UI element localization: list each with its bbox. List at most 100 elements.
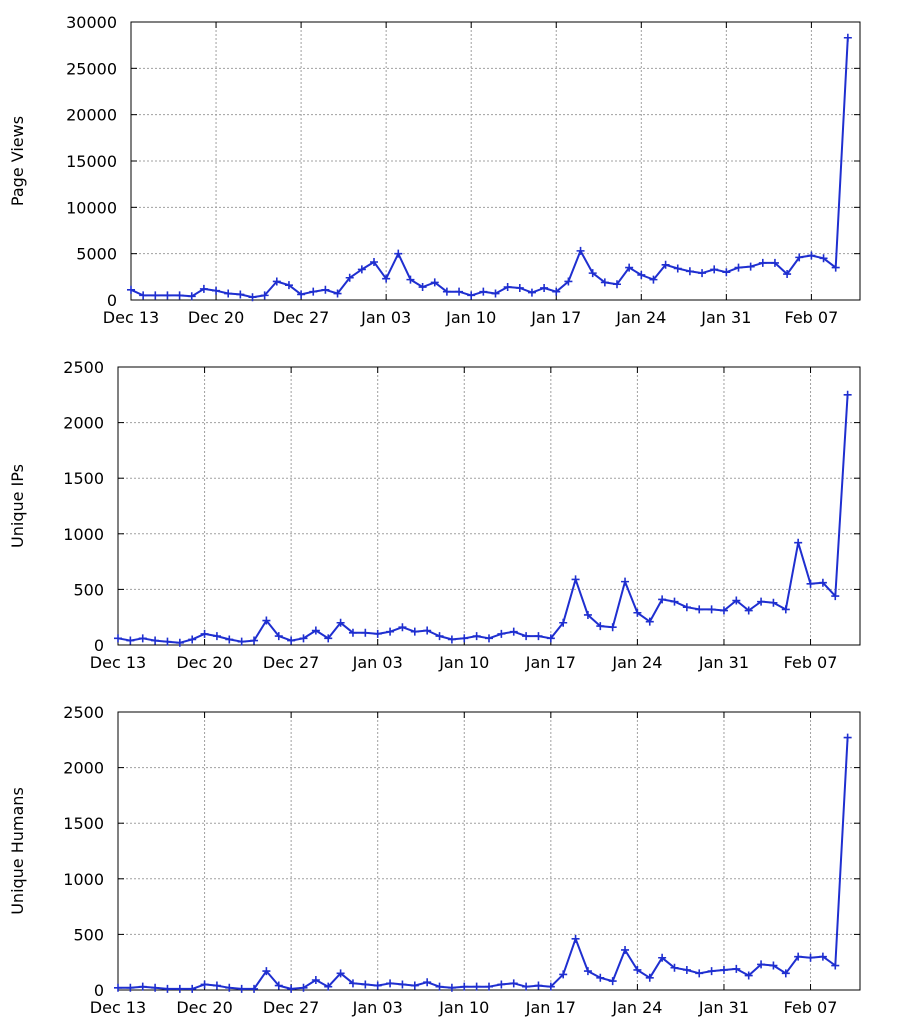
data-point-marker — [806, 953, 815, 962]
data-point-marker — [467, 291, 476, 300]
data-point-marker — [299, 983, 308, 992]
data-point-marker — [406, 275, 415, 284]
data-point-marker — [386, 627, 395, 636]
data-point-marker — [552, 287, 561, 296]
y-axis-title: Page Views — [8, 116, 27, 206]
page-views-series-line — [130, 37, 849, 299]
data-point-marker — [746, 262, 755, 271]
data-point-marker — [698, 269, 707, 278]
data-point-marker — [175, 291, 184, 300]
data-point-marker — [175, 984, 184, 993]
data-point-marker — [460, 634, 469, 643]
y-tick-label: 2500 — [63, 358, 104, 377]
data-point-marker — [522, 982, 531, 991]
data-point-marker — [559, 970, 568, 979]
data-point-marker — [485, 982, 493, 991]
data-point-marker — [583, 967, 592, 976]
data-point-marker — [571, 575, 580, 584]
data-point-marker — [151, 983, 160, 992]
data-point-marker — [361, 628, 370, 637]
data-point-marker — [248, 293, 257, 302]
data-point-marker — [600, 278, 609, 287]
data-point-marker — [719, 965, 728, 974]
x-tick-label: Jan 17 — [525, 998, 576, 1017]
data-point-marker — [321, 285, 330, 294]
data-point-marker — [645, 973, 654, 982]
data-point-marker — [447, 983, 456, 992]
data-point-marker — [236, 290, 245, 299]
data-point-marker — [418, 283, 427, 292]
data-point-marker — [670, 963, 679, 972]
x-tick-label: Jan 24 — [615, 308, 666, 327]
data-point-marker — [336, 969, 345, 978]
data-point-marker — [818, 578, 827, 587]
data-point-marker — [200, 629, 209, 638]
data-point-marker — [373, 629, 382, 638]
x-tick-label: Jan 10 — [438, 998, 489, 1017]
data-point-marker — [139, 291, 148, 300]
data-point-marker — [333, 289, 342, 298]
data-point-marker — [163, 291, 172, 300]
x-tick-label: Feb 07 — [785, 308, 839, 327]
x-tick-label: Jan 17 — [530, 308, 581, 327]
data-point-marker — [491, 289, 500, 298]
data-point-marker — [497, 980, 506, 989]
plot-frame — [117, 711, 861, 991]
data-point-marker — [423, 978, 432, 987]
data-point-marker — [757, 960, 766, 969]
data-point-marker — [546, 982, 555, 991]
y-tick-label: 0 — [94, 981, 104, 1000]
data-point-marker — [410, 981, 419, 990]
data-point-marker — [807, 251, 816, 260]
x-tick-label: Jan 03 — [352, 653, 403, 672]
x-tick-label: Dec 13 — [90, 653, 146, 672]
data-point-marker — [212, 981, 221, 990]
data-point-marker — [250, 636, 259, 645]
data-point-marker — [370, 258, 378, 267]
data-point-marker — [497, 629, 506, 638]
data-point-marker — [625, 263, 634, 272]
data-point-marker — [348, 979, 357, 988]
data-point-marker — [559, 618, 568, 627]
x-tick-label: Jan 31 — [700, 308, 751, 327]
unique-ips-chart: Dec 13 Dec 20 Dec 27 Jan 03 Jan 10 Jan 17 Jan … — [8, 358, 861, 672]
x-tick-label: Jan 03 — [360, 308, 411, 327]
data-point-marker — [472, 632, 481, 641]
data-point-marker — [398, 623, 407, 632]
data-point-marker — [732, 596, 741, 605]
data-point-marker — [138, 982, 147, 991]
data-point-marker — [509, 979, 518, 988]
y-tick-label: 2000 — [63, 759, 104, 778]
data-point-marker — [673, 264, 682, 273]
data-point-marker — [311, 975, 320, 984]
data-point-marker — [540, 283, 549, 292]
data-point-marker — [114, 634, 122, 643]
x-tick-label: Dec 20 — [188, 308, 244, 327]
data-point-marker — [758, 258, 767, 267]
x-tick-label: Dec 13 — [90, 998, 146, 1017]
data-point-marker — [734, 263, 743, 272]
data-point-marker — [126, 983, 135, 992]
x-tick-label: Dec 20 — [176, 653, 232, 672]
data-point-marker — [658, 953, 667, 962]
data-point-marker — [633, 965, 642, 974]
data-point-marker — [324, 634, 333, 643]
data-point-marker — [670, 597, 679, 606]
y-tick-label: 30000 — [66, 13, 117, 32]
data-point-marker — [188, 984, 197, 993]
data-point-marker — [225, 983, 234, 992]
data-point-marker — [831, 263, 840, 272]
y-tick-label: 500 — [73, 925, 104, 944]
data-point-marker — [534, 632, 543, 641]
data-point-marker — [345, 273, 354, 282]
data-point-marker — [795, 253, 804, 262]
data-point-marker — [509, 627, 518, 636]
data-point-marker — [237, 637, 246, 646]
data-point-marker — [583, 610, 592, 619]
y-tick-label: 1000 — [63, 525, 104, 544]
y-tick-label: 25000 — [66, 59, 117, 78]
data-point-marker — [682, 965, 691, 974]
data-point-marker — [175, 638, 184, 647]
data-point-marker — [212, 632, 221, 641]
data-point-marker — [621, 945, 630, 954]
